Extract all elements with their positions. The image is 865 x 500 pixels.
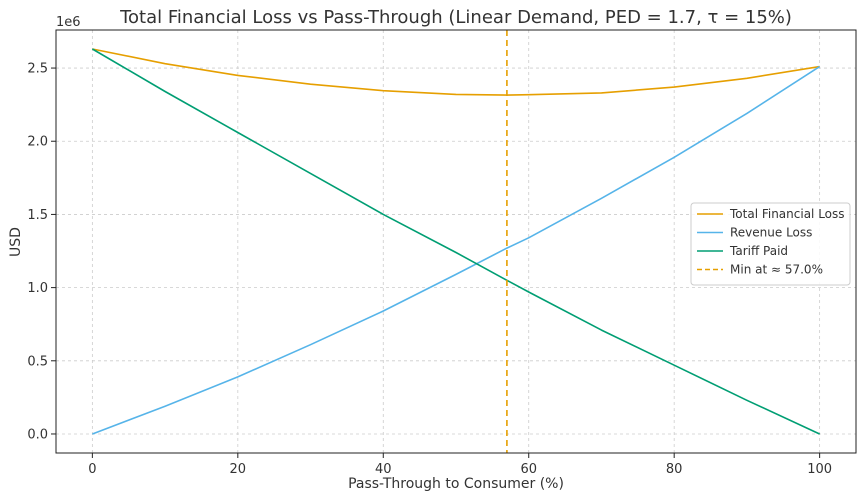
x-axis-ticks: 0 20 40 60 80 100 <box>88 453 832 477</box>
plot-frame <box>55 29 857 454</box>
legend-entry: Total Financial Loss <box>729 207 845 221</box>
legend: Total Financial Loss Revenue Loss Tariff P… <box>690 202 851 286</box>
y-offset-label: 1e6 <box>56 15 81 30</box>
legend-entry: Min at ≈ 57.0% <box>730 263 823 277</box>
legend-entry: Revenue Loss <box>730 226 812 240</box>
series-layer <box>91 30 821 453</box>
x-tick-label: 20 <box>230 462 247 477</box>
y-tick-label: 2.0 <box>27 135 48 150</box>
x-tick-label: 0 <box>88 462 96 477</box>
x-axis-label: Pass-Through to Consumer (%) <box>348 476 564 492</box>
legend-box <box>690 202 851 286</box>
y-tick-label: 0.0 <box>27 427 48 442</box>
x-tick-label: 80 <box>666 462 683 477</box>
y-tick-label: 0.5 <box>27 354 48 369</box>
x-tick-label: 60 <box>520 462 537 477</box>
series-line-tariff-paid <box>91 48 820 435</box>
y-tick-label: 1.0 <box>27 281 48 296</box>
y-tick-label: 1.5 <box>27 208 48 223</box>
chart-title: Total Financial Loss vs Pass-Through (Li… <box>119 7 792 28</box>
y-axis-ticks: 0.0 0.5 1.0 1.5 2.0 2.5 <box>27 62 56 442</box>
legend-entry: Tariff Paid <box>729 244 788 258</box>
series-line-total-financial-loss <box>92 48 820 96</box>
x-tick-label: 100 <box>807 462 832 477</box>
x-tick-label: 40 <box>375 462 392 477</box>
y-tick-label: 2.5 <box>27 62 48 77</box>
y-axis-label: USD <box>8 227 24 257</box>
series-line-revenue-loss <box>92 65 821 435</box>
